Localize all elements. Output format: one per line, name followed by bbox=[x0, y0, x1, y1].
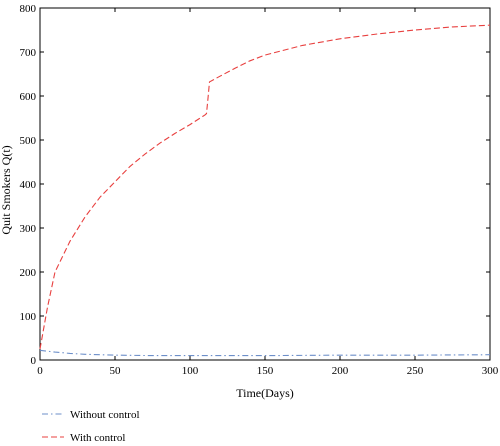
legend-label: With control bbox=[70, 432, 125, 444]
y-tick-label: 300 bbox=[20, 223, 37, 235]
x-tick-label: 250 bbox=[407, 365, 424, 377]
plot-frame bbox=[39, 7, 491, 361]
x-tick-label: 150 bbox=[257, 365, 274, 377]
y-tick-label: 100 bbox=[20, 311, 37, 323]
x-tick-label: 200 bbox=[332, 365, 349, 377]
y-axis-label: Quit Smokers Q(t) bbox=[0, 145, 13, 234]
y-axis-ticks: 0 100 200 300 400 500 600 700 800 bbox=[20, 3, 490, 367]
legend-label: Without control bbox=[70, 409, 140, 421]
y-tick-label: 600 bbox=[20, 91, 37, 103]
y-tick-label: 500 bbox=[20, 135, 37, 147]
legend: Without control With control bbox=[42, 409, 140, 444]
y-tick-label: 0 bbox=[31, 355, 37, 367]
y-tick-label: 800 bbox=[20, 3, 37, 15]
plot-border bbox=[39, 7, 491, 361]
y-tick-label: 400 bbox=[20, 179, 37, 191]
x-axis-label: Time(Days) bbox=[236, 386, 294, 400]
series-line-without-control bbox=[39, 349, 491, 357]
x-tick-label: 0 bbox=[37, 365, 43, 377]
x-tick-label: 100 bbox=[182, 365, 199, 377]
x-tick-label: 50 bbox=[110, 365, 122, 377]
y-tick-label: 700 bbox=[20, 47, 37, 59]
x-axis-ticks: 0 50 100 150 200 250 300 bbox=[37, 8, 499, 377]
series-layer bbox=[39, 24, 491, 357]
series-line-with-control bbox=[39, 24, 491, 350]
y-tick-label: 200 bbox=[20, 267, 37, 279]
x-tick-label: 300 bbox=[482, 365, 499, 377]
